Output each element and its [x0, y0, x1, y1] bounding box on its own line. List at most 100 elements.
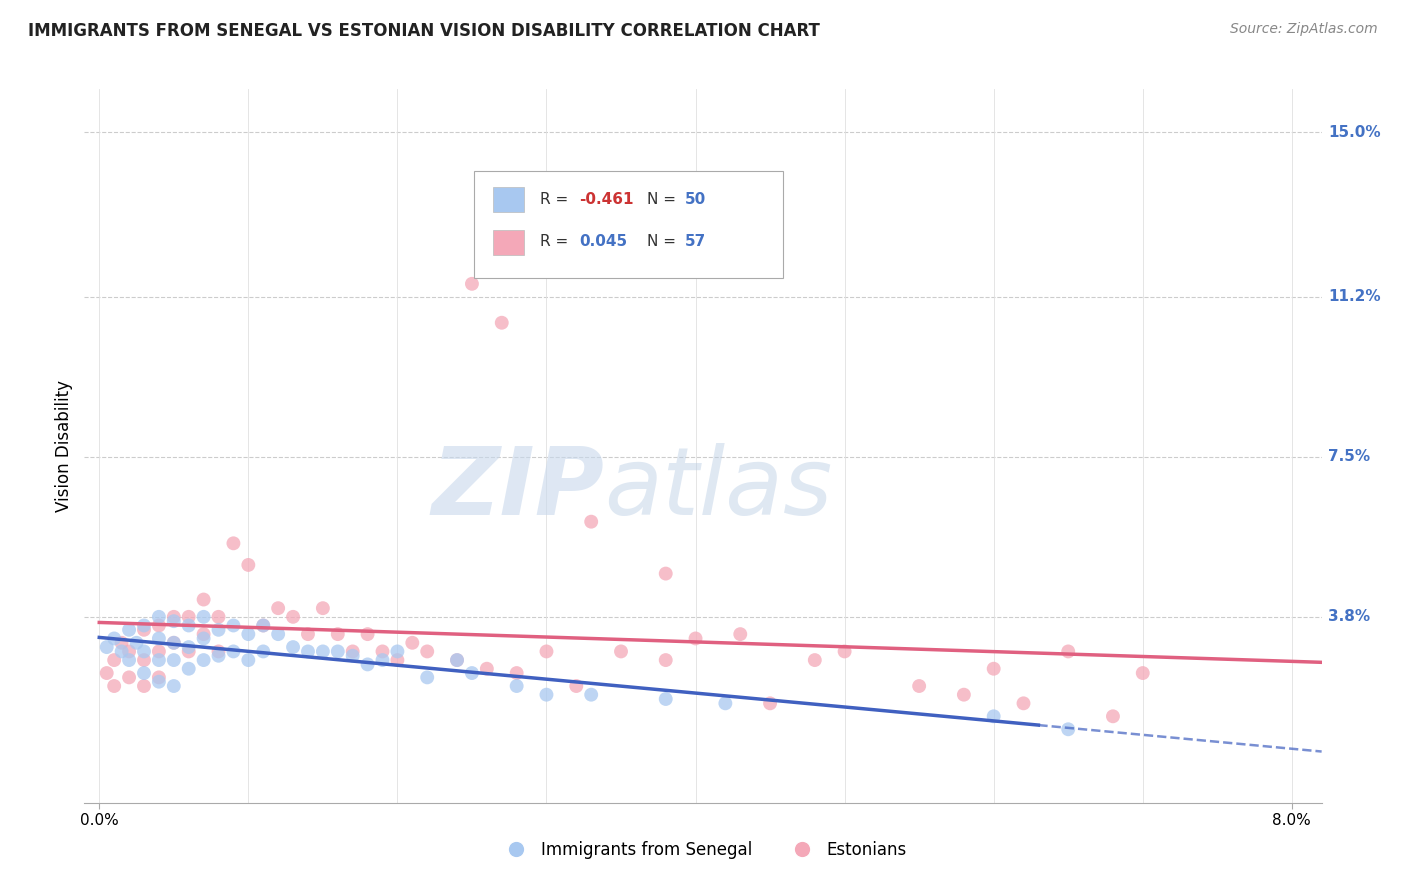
Point: [118, 644, 141, 658]
Text: ZIP: ZIP: [432, 442, 605, 535]
Point: [148, 653, 170, 667]
Point: [252, 644, 274, 658]
Text: 57: 57: [685, 235, 706, 250]
Point: [654, 692, 676, 706]
Point: [148, 618, 170, 632]
Point: [387, 653, 409, 667]
Point: [475, 662, 498, 676]
Point: [297, 644, 319, 658]
Point: [446, 653, 468, 667]
Point: [118, 653, 141, 667]
Point: [252, 618, 274, 632]
Text: R =: R =: [540, 192, 572, 207]
Point: [312, 601, 335, 615]
Point: [685, 632, 707, 646]
Point: [356, 627, 378, 641]
Point: [1057, 644, 1080, 658]
Point: [103, 632, 125, 646]
Text: N =: N =: [647, 235, 681, 250]
Point: [163, 610, 186, 624]
Point: [177, 640, 200, 654]
Point: [281, 640, 304, 654]
Point: [267, 627, 290, 641]
Point: [222, 618, 245, 632]
Point: [222, 644, 245, 658]
Point: [579, 688, 602, 702]
Point: [610, 644, 633, 658]
Point: [177, 610, 200, 624]
Point: [401, 636, 423, 650]
Text: 50: 50: [685, 192, 706, 207]
Point: [730, 627, 752, 641]
Point: [342, 648, 364, 663]
Text: Source: ZipAtlas.com: Source: ZipAtlas.com: [1230, 22, 1378, 37]
Text: atlas: atlas: [605, 443, 832, 534]
Legend: Immigrants from Senegal, Estonians: Immigrants from Senegal, Estonians: [492, 835, 914, 866]
Point: [118, 623, 141, 637]
Point: [416, 670, 439, 684]
Text: 0.045: 0.045: [579, 235, 627, 250]
Text: N =: N =: [647, 192, 681, 207]
Point: [111, 644, 134, 658]
Point: [163, 679, 186, 693]
Text: 15.0%: 15.0%: [1327, 125, 1381, 140]
Point: [132, 679, 155, 693]
Point: [267, 601, 290, 615]
Point: [416, 644, 439, 658]
Point: [207, 648, 229, 663]
Point: [193, 627, 215, 641]
Point: [207, 644, 229, 658]
Point: [536, 688, 558, 702]
Point: [163, 614, 186, 628]
Point: [714, 696, 737, 710]
Point: [953, 688, 976, 702]
Point: [356, 657, 378, 672]
Point: [96, 640, 118, 654]
Point: [177, 644, 200, 658]
Text: 7.5%: 7.5%: [1327, 450, 1369, 465]
Point: [132, 618, 155, 632]
Point: [222, 536, 245, 550]
Point: [193, 632, 215, 646]
Point: [908, 679, 931, 693]
Point: [1102, 709, 1125, 723]
Point: [132, 666, 155, 681]
Point: [148, 644, 170, 658]
Point: [446, 653, 468, 667]
Text: 11.2%: 11.2%: [1327, 289, 1381, 304]
Point: [132, 653, 155, 667]
Point: [252, 618, 274, 632]
Point: [579, 515, 602, 529]
Text: 3.8%: 3.8%: [1327, 609, 1369, 624]
Point: [1132, 666, 1154, 681]
Point: [148, 674, 170, 689]
Point: [983, 662, 1005, 676]
Point: [207, 610, 229, 624]
Point: [371, 653, 394, 667]
Point: [148, 632, 170, 646]
Point: [326, 644, 349, 658]
Point: [193, 610, 215, 624]
Point: [654, 566, 676, 581]
Point: [1057, 723, 1080, 737]
Point: [238, 653, 260, 667]
Point: [132, 623, 155, 637]
FancyBboxPatch shape: [474, 171, 783, 278]
FancyBboxPatch shape: [492, 230, 523, 255]
Point: [193, 653, 215, 667]
Point: [103, 679, 125, 693]
Point: [281, 610, 304, 624]
Point: [132, 644, 155, 658]
Point: [118, 670, 141, 684]
Point: [312, 644, 335, 658]
Point: [491, 316, 513, 330]
Text: IMMIGRANTS FROM SENEGAL VS ESTONIAN VISION DISABILITY CORRELATION CHART: IMMIGRANTS FROM SENEGAL VS ESTONIAN VISI…: [28, 22, 820, 40]
Point: [834, 644, 856, 658]
Point: [103, 653, 125, 667]
Point: [461, 666, 484, 681]
Point: [536, 644, 558, 658]
Point: [111, 636, 134, 650]
Point: [177, 662, 200, 676]
Point: [148, 670, 170, 684]
Point: [238, 627, 260, 641]
